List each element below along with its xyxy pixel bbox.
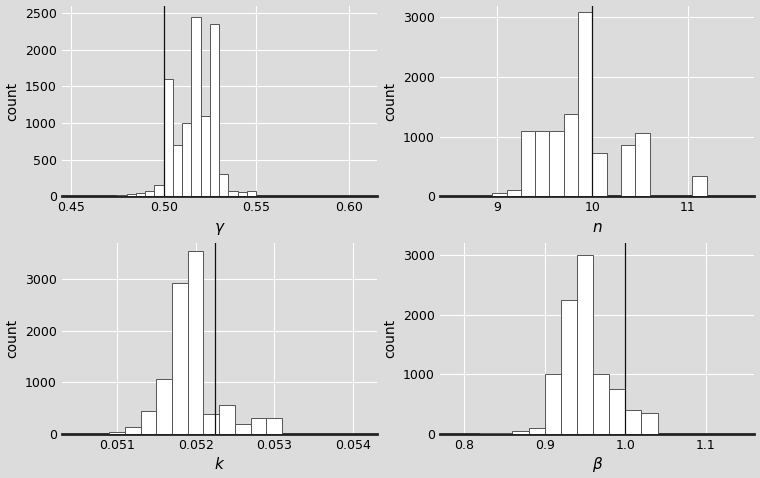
Bar: [145, 191, 154, 196]
Bar: [192, 17, 201, 196]
Bar: [528, 428, 545, 434]
Bar: [535, 131, 549, 196]
Bar: [141, 411, 157, 434]
Bar: [521, 131, 535, 196]
X-axis label: k: k: [215, 457, 223, 472]
Bar: [219, 405, 235, 434]
Bar: [117, 195, 127, 196]
Bar: [641, 413, 657, 434]
Bar: [136, 193, 145, 196]
Bar: [692, 175, 707, 196]
Bar: [127, 194, 136, 196]
Y-axis label: count: count: [384, 81, 397, 120]
Bar: [229, 191, 238, 196]
Bar: [496, 433, 512, 434]
Bar: [219, 174, 229, 196]
Bar: [625, 410, 641, 434]
Bar: [173, 145, 182, 196]
Bar: [578, 11, 592, 196]
Bar: [564, 114, 578, 196]
Bar: [188, 251, 204, 434]
Bar: [635, 133, 650, 196]
Bar: [109, 433, 125, 434]
Bar: [247, 191, 256, 196]
Bar: [593, 374, 610, 434]
Bar: [182, 123, 192, 196]
Y-axis label: count: count: [5, 319, 20, 358]
X-axis label: β: β: [592, 457, 602, 472]
Bar: [549, 131, 564, 196]
Bar: [592, 153, 606, 196]
Y-axis label: count: count: [384, 319, 397, 358]
Bar: [201, 116, 210, 196]
Bar: [267, 418, 282, 434]
Y-axis label: count: count: [5, 81, 20, 120]
Bar: [621, 145, 635, 196]
Bar: [235, 424, 251, 434]
Bar: [157, 380, 172, 434]
Bar: [545, 374, 561, 434]
Bar: [154, 185, 163, 196]
Bar: [172, 283, 188, 434]
Bar: [210, 24, 219, 196]
Bar: [610, 389, 625, 434]
Bar: [492, 193, 506, 196]
X-axis label: γ: γ: [214, 220, 223, 235]
Bar: [125, 427, 141, 434]
Bar: [577, 255, 593, 434]
X-axis label: n: n: [592, 220, 602, 235]
Bar: [251, 418, 267, 434]
Bar: [561, 300, 577, 434]
Bar: [506, 190, 521, 196]
Bar: [512, 431, 528, 434]
Bar: [204, 414, 219, 434]
Bar: [163, 79, 173, 196]
Bar: [238, 192, 247, 196]
